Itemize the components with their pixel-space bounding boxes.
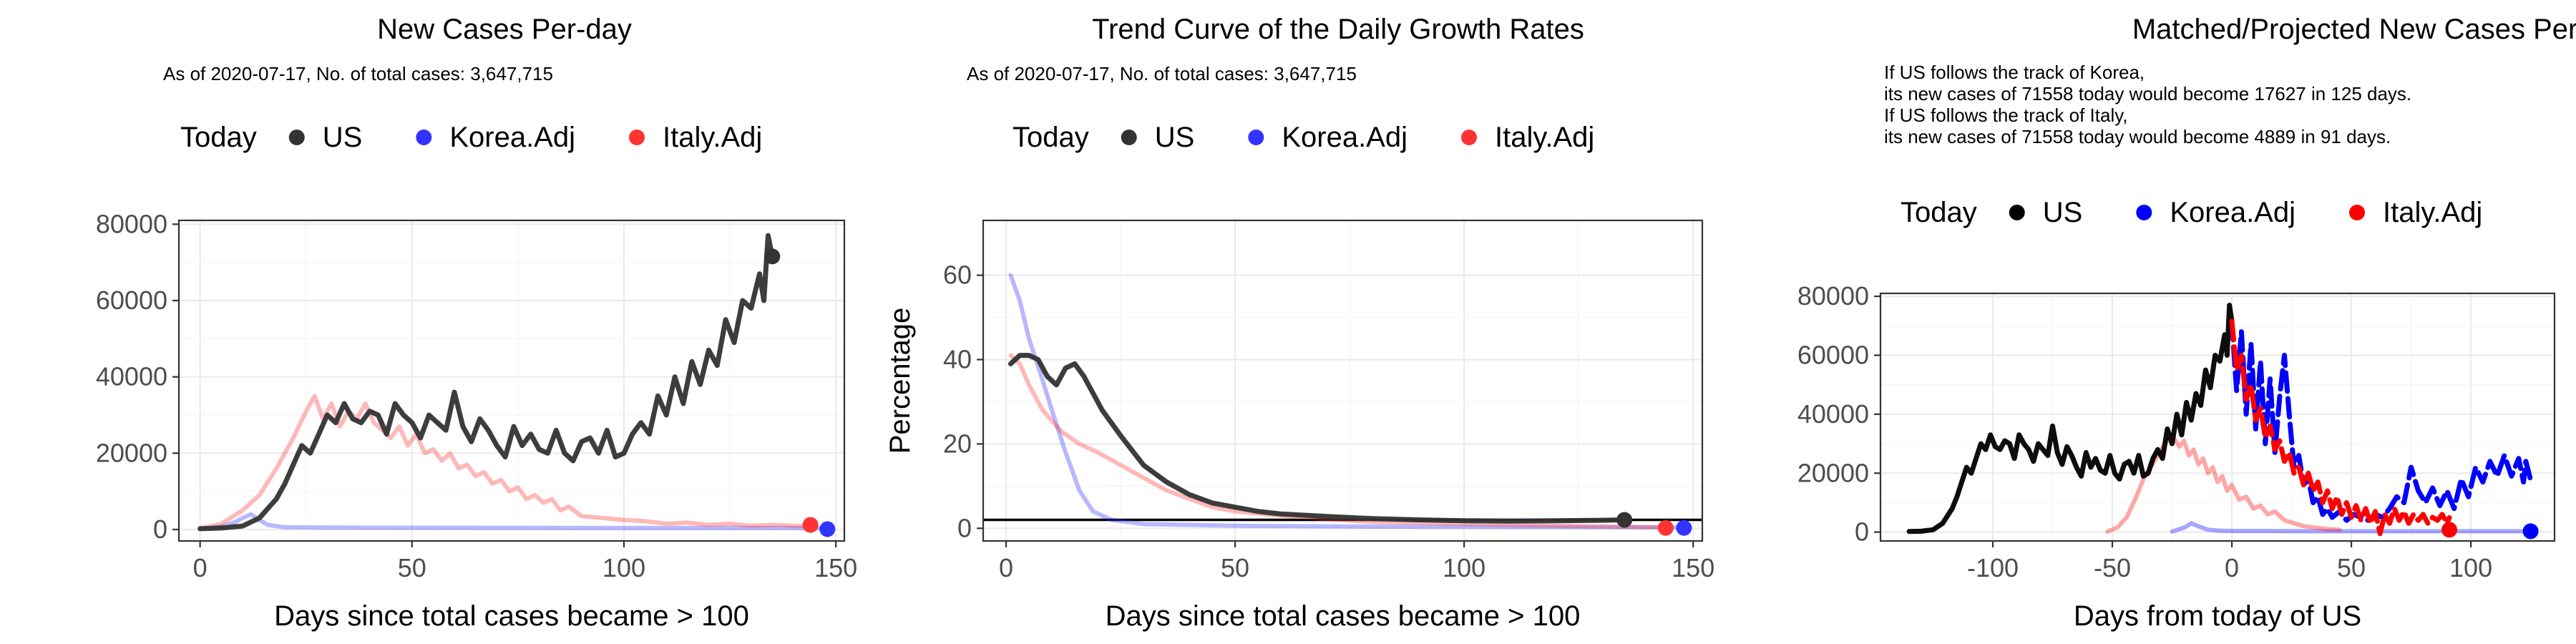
data-layer — [197, 233, 830, 532]
x-tick-label: 100 — [2449, 553, 2492, 582]
growth-rate-chart: Trend Curve of the Daily Growth Rates As … — [884, 14, 1714, 632]
chart-title: New Cases Per-day — [377, 14, 632, 45]
today-point-korea-adj — [2522, 523, 2539, 540]
x-tick-label: 100 — [1443, 553, 1485, 582]
plot-frame — [177, 219, 846, 542]
chart-group: New Cases Per-day As of 2020-07-17, No. o… — [96, 14, 857, 632]
y-tick-label: 20000 — [96, 438, 167, 467]
series-line-us — [1906, 303, 2235, 535]
chart-title: Trend Curve of the Daily Growth Rates — [1092, 14, 1584, 45]
today-point-korea-adj — [819, 521, 836, 537]
chart-subtitle: its new cases of 71558 today would becom… — [1884, 83, 2411, 104]
legend-label-us: US — [1155, 122, 1195, 153]
legend-label-us: US — [2043, 197, 2083, 228]
series-line-italy-adj — [1008, 353, 1668, 530]
y-tick-label: 80000 — [1797, 281, 1869, 311]
chart-group: Trend Curve of the Daily Growth Rates As … — [884, 14, 1714, 632]
chart-legend: Today US Korea.Adj Italy.Adj — [1013, 122, 1594, 153]
x-tick-label: 150 — [814, 553, 857, 582]
legend-key-korea-adj — [2136, 205, 2152, 220]
plot-frame — [1879, 292, 2556, 542]
x-axis-title: Days since total cases became > 100 — [1106, 600, 1581, 632]
x-axis-title: Days from today of US — [2074, 600, 2361, 632]
series-line-korea-adj — [206, 512, 830, 531]
chart-subtitle: If US follows the track of Korea, — [1884, 62, 2145, 83]
today-point-us — [764, 248, 781, 265]
y-tick-label: 0 — [1855, 517, 1869, 547]
new-cases-chart: New Cases Per-day As of 2020-07-17, No. o… — [96, 14, 857, 632]
y-tick-label: 20000 — [1797, 458, 1869, 487]
y-axis-title: Percentage — [884, 308, 916, 454]
legend-key-korea-adj — [416, 130, 432, 145]
x-tick-label: 50 — [398, 553, 426, 582]
series-line-us — [197, 233, 775, 532]
today-point-italy-adj — [2441, 522, 2458, 538]
y-tick-label: 60000 — [96, 286, 167, 315]
series-line-korea-adj — [1008, 273, 1687, 530]
today-point-italy-adj — [1657, 519, 1674, 536]
legend-label-italy-adj: Italy.Adj — [1495, 122, 1594, 153]
plot-area — [179, 220, 844, 541]
y-tick-label: 80000 — [96, 209, 167, 238]
legend-label-italy-adj: Italy.Adj — [663, 122, 762, 153]
series-line-us — [1008, 353, 1627, 524]
chart-title: Matched/Projected New Cases Per-day — [2132, 14, 2576, 45]
chart-legend: Today US Korea.Adj Italy.Adj — [180, 122, 762, 153]
legend-key-italy-adj — [629, 130, 645, 145]
data-layer — [983, 273, 1702, 530]
plot-frame — [982, 219, 1704, 542]
legend-label-italy-adj: Italy.Adj — [2383, 197, 2482, 228]
y-tick-label: 0 — [153, 514, 167, 544]
x-tick-label: 100 — [602, 553, 645, 582]
x-tick-label: -50 — [2094, 553, 2131, 582]
legend-key-italy-adj — [1461, 130, 1477, 145]
chart-subtitle: its new cases of 71558 today would becom… — [1884, 126, 2391, 147]
chart-subtitle: As of 2020-07-17, No. of total cases: 3,… — [163, 63, 553, 84]
y-tick-label: 40000 — [96, 362, 167, 391]
y-tick-label: 0 — [957, 513, 972, 542]
y-tick-label: 20 — [943, 429, 972, 458]
chart-subtitle: As of 2020-07-17, No. of total cases: 3,… — [967, 63, 1357, 84]
y-tick-label: 60000 — [1797, 341, 1869, 370]
series-line-italy-adj — [2229, 318, 2452, 537]
x-tick-label: 0 — [193, 553, 208, 582]
legend-label-korea-adj: Korea.Adj — [2170, 197, 2296, 228]
legend-title: Today — [1901, 197, 1977, 228]
today-point-korea-adj — [1676, 519, 1692, 536]
chart-group: Matched/Projected New Cases Per-day If US… — [1797, 14, 2576, 632]
series-line-korea-adj — [2170, 521, 2533, 534]
legend-key-us — [2009, 205, 2025, 220]
y-tick-label: 40000 — [1797, 399, 1869, 429]
legend-label-us: US — [323, 122, 363, 153]
today-point-italy-adj — [802, 517, 819, 533]
x-tick-label: -100 — [1967, 553, 2019, 582]
legend-key-korea-adj — [1248, 130, 1264, 145]
projected-cases-chart: Matched/Projected New Cases Per-day If US… — [1797, 14, 2576, 632]
legend-label-korea-adj: Korea.Adj — [1282, 122, 1407, 153]
legend-title: Today — [1013, 122, 1089, 153]
plot-area — [983, 220, 1702, 541]
x-tick-label: 150 — [1672, 553, 1714, 582]
x-tick-label: 0 — [999, 553, 1013, 582]
x-tick-label: 50 — [1221, 553, 1249, 582]
x-axis-title: Days since total cases became > 100 — [274, 600, 749, 632]
y-tick-label: 40 — [943, 345, 972, 374]
chart-legend: Today US Korea.Adj Italy.Adj — [1901, 197, 2482, 228]
chart-subtitle: If US follows the track of Italy, — [1884, 104, 2128, 126]
legend-key-italy-adj — [2349, 205, 2365, 220]
legend-title: Today — [180, 122, 257, 153]
x-tick-label: 50 — [2337, 553, 2366, 582]
legend-label-korea-adj: Korea.Adj — [449, 122, 575, 153]
legend-key-us — [1121, 130, 1137, 145]
today-point-us — [1616, 512, 1633, 528]
data-layer — [1906, 303, 2534, 537]
x-tick-label: 0 — [2225, 553, 2239, 582]
legend-key-us — [288, 130, 305, 145]
y-tick-label: 60 — [943, 260, 972, 290]
